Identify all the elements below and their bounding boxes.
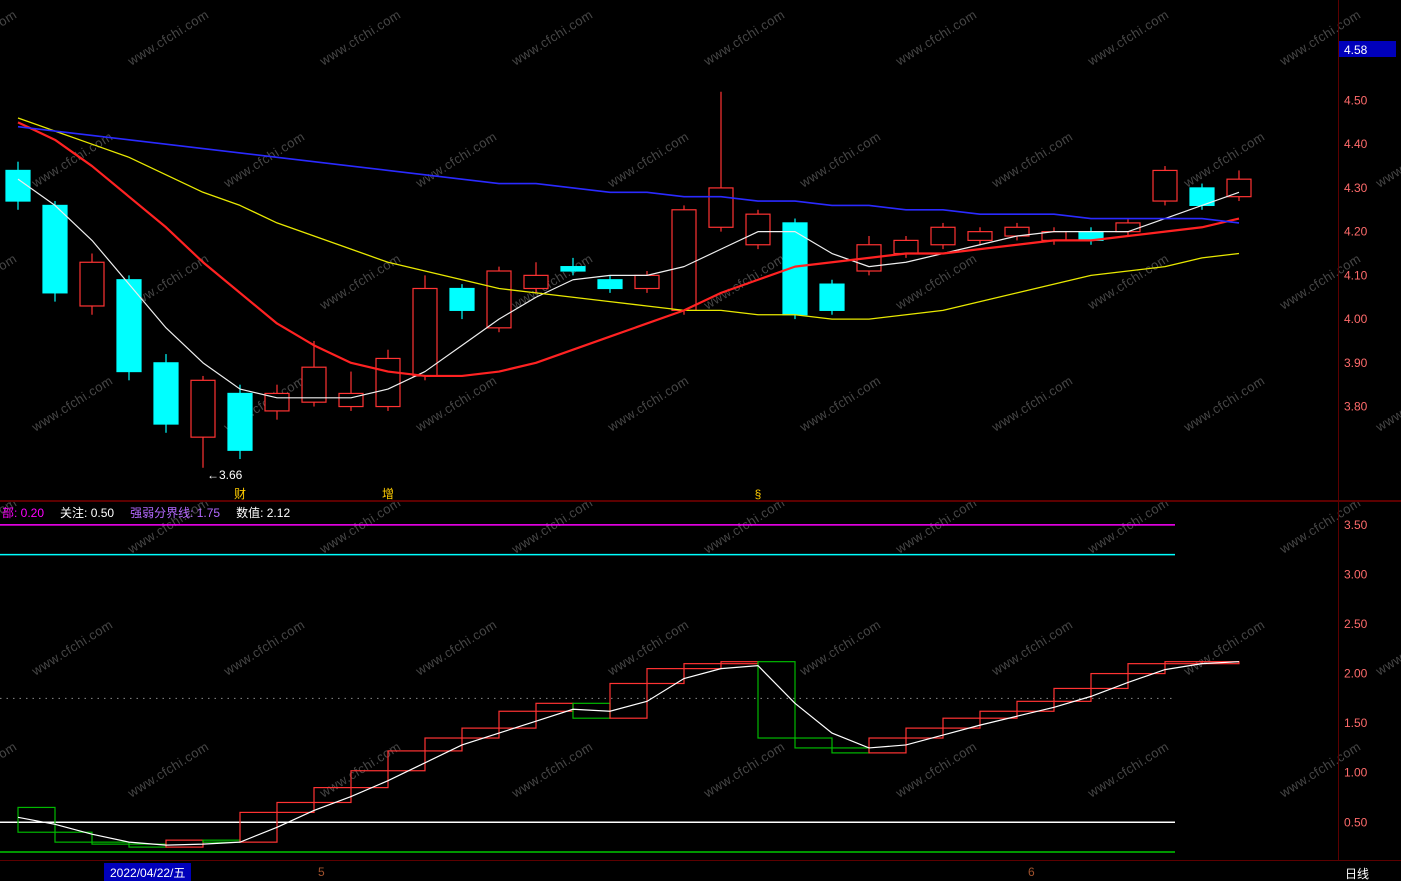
candle-body xyxy=(671,209,697,311)
candle-body xyxy=(412,287,438,377)
step-bar xyxy=(1127,663,1166,675)
step-bar xyxy=(1090,672,1129,690)
candle-body xyxy=(893,239,919,255)
price-tick-label: 4.20 xyxy=(1344,225,1368,239)
price-tick-label: 4.30 xyxy=(1344,181,1368,195)
step-bar xyxy=(794,737,833,749)
candle-body xyxy=(153,362,179,425)
step-bar xyxy=(646,668,685,685)
candle-body xyxy=(708,187,734,228)
indicator-param-label: 关注: 0.50 xyxy=(60,506,115,520)
step-bar xyxy=(276,801,315,813)
step-bar xyxy=(979,710,1018,719)
indicator-param-label: 数值: 2.12 xyxy=(236,506,291,520)
step-bar xyxy=(1201,661,1240,665)
indicator-tick-label: 3.00 xyxy=(1344,567,1368,581)
event-marker: 增 xyxy=(382,487,394,501)
axis-divider xyxy=(1338,0,1339,860)
step-bar xyxy=(54,831,93,843)
low-annotation: ←3.66 xyxy=(207,468,243,482)
ma-line-yellow xyxy=(17,117,1240,320)
ma-line-red xyxy=(17,121,1240,378)
step-bar xyxy=(350,770,389,789)
candle-body xyxy=(1226,178,1252,198)
candle-body xyxy=(375,357,401,408)
candle-body xyxy=(5,169,31,202)
step-bar xyxy=(313,786,352,804)
step-bar xyxy=(609,682,648,719)
event-marker: 财 xyxy=(234,487,246,501)
price-tick-label: 4.50 xyxy=(1344,93,1368,107)
candle-body xyxy=(560,266,586,272)
step-bar xyxy=(461,727,500,739)
indicator-tick-label: 1.00 xyxy=(1344,766,1368,780)
indicator-line xyxy=(17,661,1240,846)
month-tick-label: 5 xyxy=(318,865,325,879)
step-bar xyxy=(498,710,537,729)
candle-body xyxy=(1152,169,1178,202)
candle-body xyxy=(42,204,68,294)
price-tick-label: 3.80 xyxy=(1344,400,1368,414)
candle-body xyxy=(449,287,475,311)
current-price-tag xyxy=(1339,41,1396,57)
indicator-param-label: 部: 0.20 xyxy=(2,506,45,520)
step-bar xyxy=(831,747,870,754)
step-bar xyxy=(535,702,574,712)
indicator-tick-label: 2.00 xyxy=(1344,667,1368,681)
indicator-tick-label: 3.50 xyxy=(1344,518,1368,532)
candle-body xyxy=(227,392,253,451)
indicator-tick-label: 0.50 xyxy=(1344,815,1368,829)
month-tick-label: 6 xyxy=(1028,865,1035,879)
step-bar xyxy=(239,811,278,843)
candle-body xyxy=(634,274,660,290)
step-bar xyxy=(683,663,722,670)
step-bar xyxy=(424,737,463,752)
price-tick-label: 3.90 xyxy=(1344,356,1368,370)
candle-body xyxy=(523,274,549,290)
step-bar xyxy=(905,727,944,739)
step-bar xyxy=(1016,700,1055,712)
indicator-tick-label: 2.50 xyxy=(1344,617,1368,631)
step-bar xyxy=(17,806,56,833)
candle-body xyxy=(190,379,216,438)
candle-body xyxy=(116,279,142,373)
period-selector[interactable]: 日线 xyxy=(1345,867,1370,881)
indicator-tick-label: 1.50 xyxy=(1344,716,1368,730)
price-tick-label: 4.00 xyxy=(1344,312,1368,326)
candle-body xyxy=(486,270,512,329)
candle-body xyxy=(745,213,771,246)
step-bar xyxy=(757,661,796,739)
candle-body xyxy=(79,261,105,307)
date-axis-row: 2022/04/22/五 日线 5 6 xyxy=(0,860,1401,881)
candle-body xyxy=(930,226,956,246)
candle-body xyxy=(967,231,993,241)
step-bar xyxy=(1164,661,1203,665)
price-tick-label: 4.10 xyxy=(1344,268,1368,282)
indicator-header: 部: 0.20 关注: 0.50 强弱分界线: 1.75 数值: 2.12 xyxy=(2,504,290,521)
price-tick-label: 4.40 xyxy=(1344,137,1368,151)
ma-line-white xyxy=(17,178,1240,399)
candle-body xyxy=(597,279,623,290)
candle-body xyxy=(301,366,327,403)
candle-body xyxy=(1115,222,1141,233)
step-bar xyxy=(387,750,426,772)
candle-body xyxy=(819,283,845,311)
step-bar xyxy=(91,841,130,845)
event-marker: § xyxy=(755,487,762,501)
ma-line-blue xyxy=(17,125,1240,224)
step-bar xyxy=(720,661,759,665)
indicator-param-label: 强弱分界线: 1.75 xyxy=(130,506,221,520)
step-bar xyxy=(1053,687,1092,702)
current-price-label: 4.58 xyxy=(1344,43,1368,57)
panel-separator xyxy=(0,500,1401,502)
date-label: 2022/04/22/五 xyxy=(104,863,192,881)
step-bar xyxy=(165,839,204,848)
step-bar xyxy=(942,717,981,729)
